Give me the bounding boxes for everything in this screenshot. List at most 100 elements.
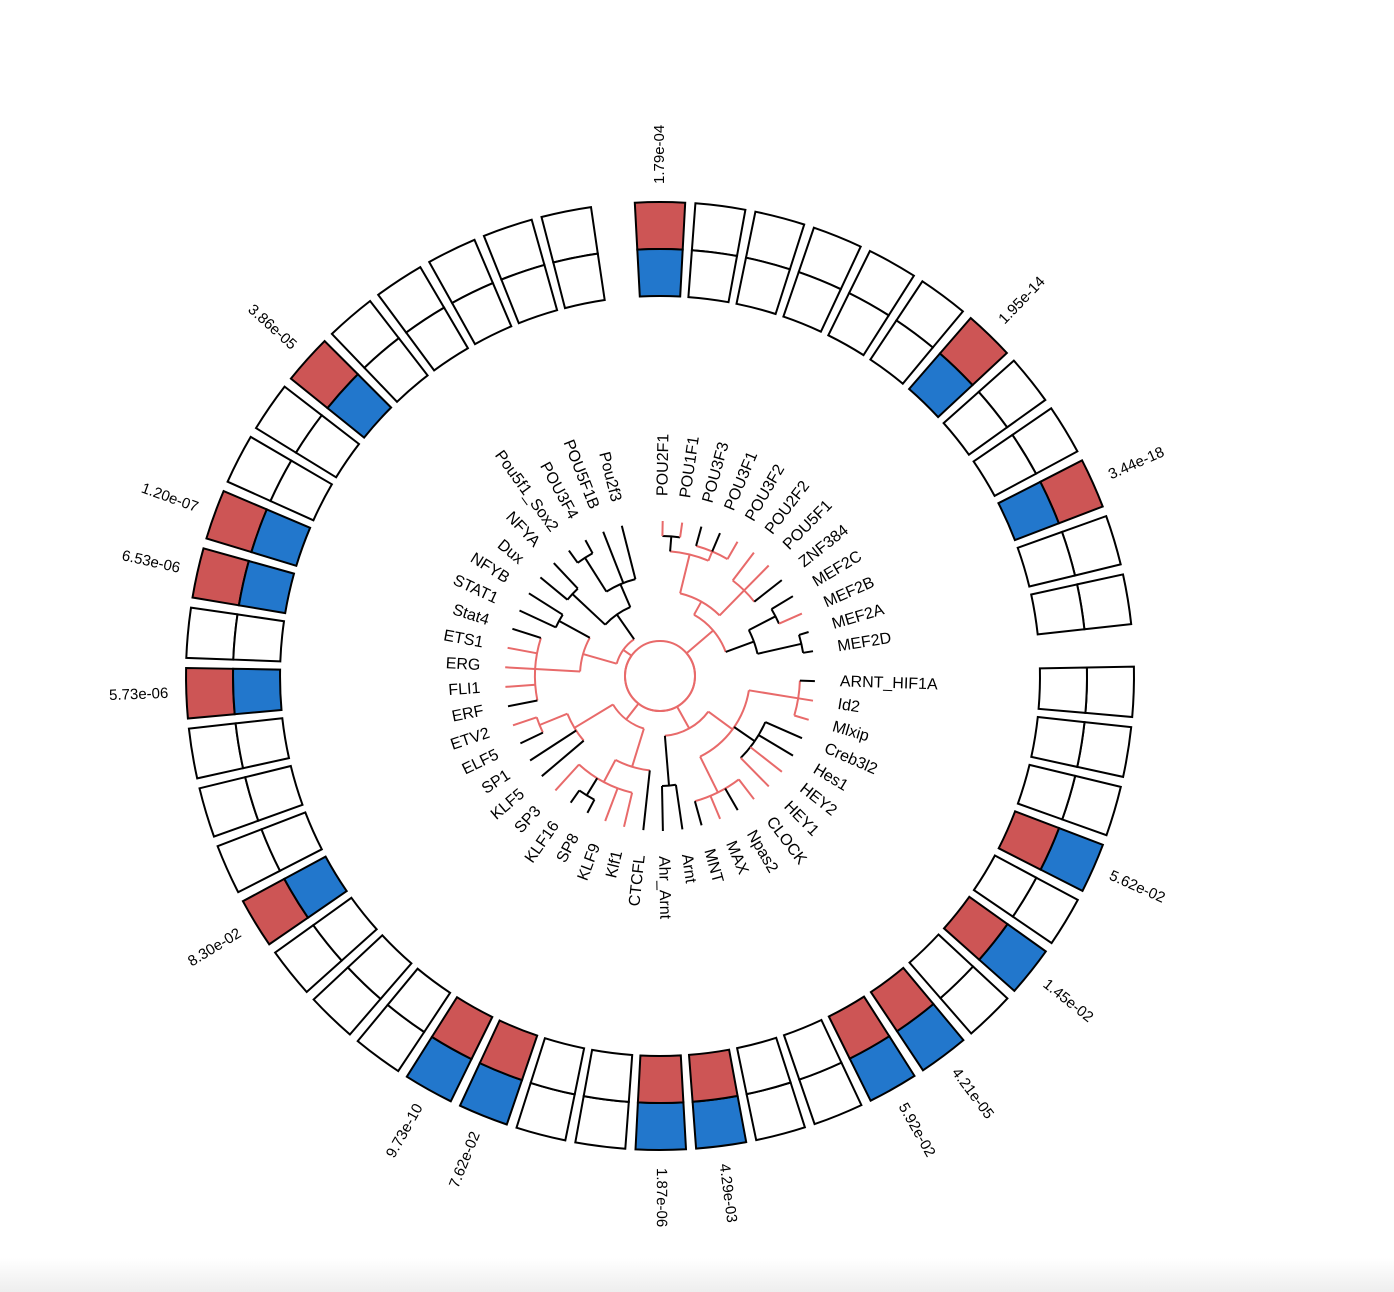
tree-branch [577,552,594,564]
pvalue-label: 8.30e-02 [185,925,244,970]
ring-cell-inner [234,717,291,770]
ring-cell-inner [869,319,935,386]
pvalue-label: 3.44e-18 [1106,444,1167,484]
tree-branch [604,606,631,626]
tree-branch [674,784,684,830]
tree-branch [679,522,684,538]
tree-branch [539,712,568,726]
tree-branch [731,551,755,582]
tree-branch [694,778,740,803]
tree-branch [535,668,581,673]
motif-label: Stat4 [450,601,491,629]
pvalue-label: 4.29e-03 [716,1163,740,1224]
tree-branch [798,697,814,702]
ring-cell-inner [735,1036,792,1096]
ring-cell-inner [687,1048,739,1103]
motif-label: SP8 [554,831,583,866]
tree-branch [679,554,691,594]
motif-label: Pou2f3 [595,450,624,503]
motif-label: Klf1 [603,849,626,880]
ring-cell-outer [690,202,747,258]
tree-branch [528,592,564,616]
motif-label: Arnt [678,853,699,885]
ring-cell-inner [500,263,559,325]
tree-branch [573,703,614,729]
motif-label: Ahr_Arnt [655,856,673,920]
tree-branch [604,787,619,822]
tree-branch [541,739,585,777]
ring-cell-inner [478,1019,539,1082]
ring-cell-inner [386,967,452,1034]
pvalue-label: 5.62e-02 [1107,867,1168,907]
tree-branch [602,759,617,783]
tree-branch [512,627,542,639]
tree-branch [554,614,564,628]
ring-cell-inner [687,249,739,304]
tree-branch [753,579,783,603]
ring-cell-inner [1037,666,1088,714]
pvalue-label: 1.95e-14 [995,273,1048,327]
ring-cell-inner [243,764,304,822]
tree-branch [794,714,809,721]
tree-branch [663,735,670,786]
tree-branch [693,613,727,653]
ring-cell-inner [282,855,349,920]
tree-branch [770,595,794,610]
ring-cell-inner [826,291,891,357]
tree-branch [625,702,640,721]
ring-cell-inner [1030,715,1086,769]
tree-branch [569,789,581,804]
motif-label: ARNT_HIF1A [840,673,939,693]
ring-cell-inner [232,613,286,663]
tree-branch [799,679,815,683]
pvalue-label: 1.87e-06 [653,1168,670,1227]
tree-branch [669,536,673,552]
tree-branch [758,734,794,757]
ring-cell-inner [907,352,974,419]
tree-branch [623,792,634,828]
ring-cell-inner [404,306,470,372]
ring-cell-inner [260,811,324,873]
tree-root-circle [624,640,696,712]
tree-branch [679,592,721,617]
motif-label: Mlxip [830,718,871,745]
pvalue-label: 3.86e-05 [245,301,300,353]
tree-branch [739,757,770,788]
tree-branch [579,637,591,672]
ring-cell-inner [972,433,1038,498]
motif-label: ETS1 [442,627,485,651]
bottom-edge-shadow [0,1258,1394,1292]
ring-cell-inner [908,933,975,1000]
tree-branch [578,789,595,801]
pvalue-label: 4.21e-05 [948,1065,997,1123]
tree-branch [695,526,703,547]
ring-cell-outer [1084,665,1135,719]
tree-branch [519,609,557,629]
motif-label: KLF9 [575,841,604,883]
tree-branch [664,711,710,737]
tree-branch [554,763,580,792]
ring-cell-outer [1076,720,1133,779]
ring-cell-inner [346,933,413,1001]
ring-cell-inner [827,995,891,1060]
tree-branch [553,562,579,590]
tree-branch [718,589,745,617]
tree-branch [582,653,617,665]
motif-label: MAX [722,838,751,877]
pvalue-label: 5.92e-02 [895,1100,939,1160]
ring-cell-outer [185,666,236,720]
tree-branch [693,601,703,616]
pvalue-label: 6.53e-06 [120,547,182,577]
motif-label: CTCFL [626,854,648,907]
ring-cell-outer [691,1094,748,1150]
ring-cell-inner [1016,763,1077,821]
tree-branch [711,532,721,552]
tree-branch [699,690,750,758]
ring-cell-inner [529,1036,586,1096]
ring-cell-inner [1016,530,1077,588]
tree-branch [642,770,651,831]
tree-branch [584,539,594,554]
ring-cell-inner [997,810,1061,871]
tree-branch [662,535,681,539]
tree-branch [707,710,734,731]
